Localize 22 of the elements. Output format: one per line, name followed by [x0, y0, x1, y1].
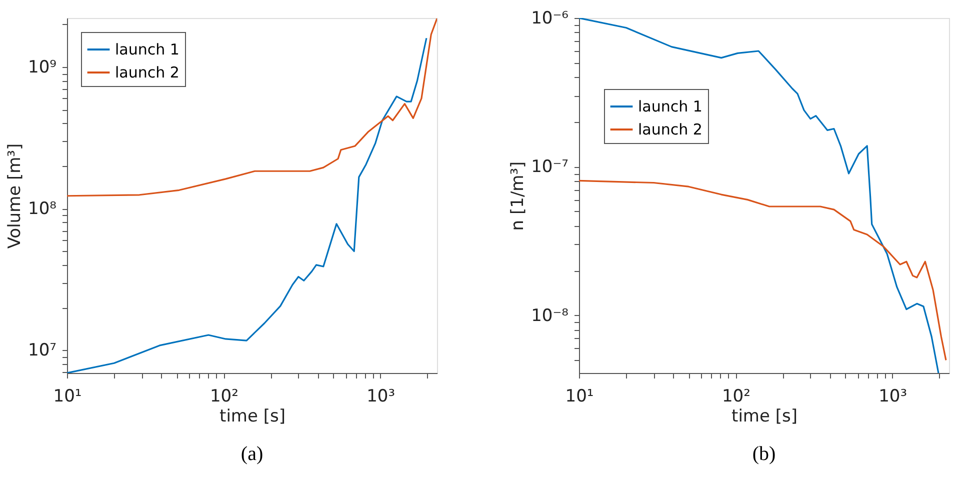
x-tick-label: 10¹ — [53, 386, 82, 406]
y-tick-label: 10⁻⁶ — [531, 8, 569, 28]
legend-label: launch 2 — [638, 120, 702, 138]
y-axis-title: Volume [m³] — [5, 143, 26, 249]
text: (a) — [240, 443, 264, 465]
y-tick-label: 10⁻⁸ — [531, 306, 569, 326]
x-axis-title: time [s] — [732, 406, 798, 426]
y-tick-label: 10⁻⁷ — [531, 157, 569, 178]
text: (b) — [752, 443, 776, 465]
y-tick-label: 10⁹ — [28, 58, 57, 78]
y-tick-label: 10⁸ — [28, 199, 57, 220]
y-axis-title: n [1/m³] — [508, 161, 528, 231]
legend-label: launch 1 — [115, 40, 180, 58]
legend-label: launch 2 — [115, 64, 180, 82]
x-tick-label: 10³ — [878, 386, 908, 406]
x-tick-label: 10¹ — [565, 386, 594, 406]
y-tick-label: 10⁷ — [28, 340, 57, 361]
x-axis-title: time [s] — [220, 406, 286, 426]
x-tick-label: 10² — [722, 386, 750, 406]
legend-label: launch 1 — [638, 98, 702, 116]
x-tick-label: 10² — [210, 386, 238, 406]
x-tick-label: 10³ — [366, 386, 396, 406]
